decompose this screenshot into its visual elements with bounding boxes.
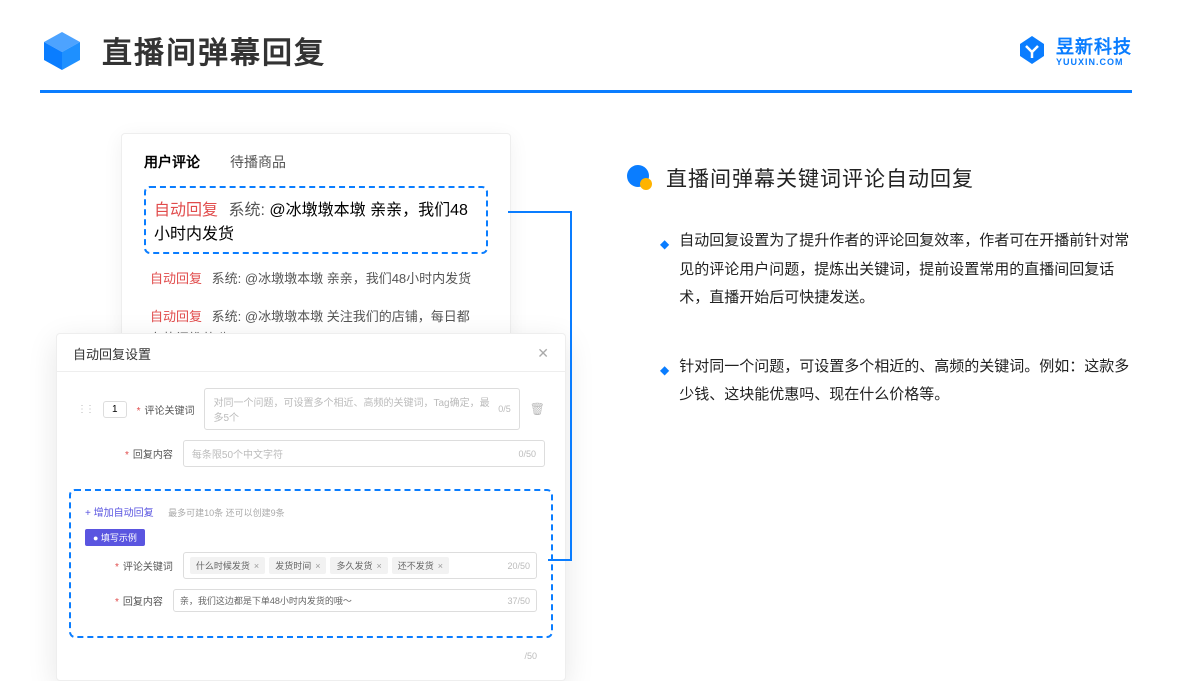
- tag-remove-icon[interactable]: ×: [438, 561, 443, 571]
- page-title: 直播间弹幕回复: [102, 28, 326, 72]
- brand: 昱新科技 YUUXIN.COM: [1016, 33, 1132, 67]
- content-label: *回复内容: [125, 446, 173, 461]
- settings-title: 自动回复设置: [73, 344, 151, 363]
- add-auto-reply-link[interactable]: + 增加自动回复: [85, 508, 154, 519]
- drag-handle-icon[interactable]: ⋮⋮: [77, 404, 93, 415]
- keyword-tag[interactable]: 多久发货×: [330, 557, 387, 574]
- bullet-item: ◆ 自动回复设置为了提升作者的评论回复效率，作者可在开播前针对常见的评论用户问题…: [660, 227, 1132, 313]
- example-keyword-input[interactable]: 什么时候发货×发货时间×多久发货×还不发货× 20/50: [183, 552, 537, 579]
- delete-icon[interactable]: 🗑: [530, 402, 545, 416]
- highlighted-comment: 自动回复 系统: @冰墩墩本墩 亲亲，我们48小时内发货: [144, 186, 488, 254]
- brand-logo-icon: [1016, 34, 1048, 66]
- auto-reply-badge: 自动回复: [154, 202, 218, 219]
- keyword-tag[interactable]: 发货时间×: [269, 557, 326, 574]
- tab-products[interactable]: 待播商品: [230, 152, 286, 172]
- connector-line: [570, 211, 572, 561]
- tab-user-comments[interactable]: 用户评论: [144, 152, 200, 172]
- add-hint: 最多可建10条 还可以创建9条: [168, 508, 285, 518]
- connector-line: [508, 211, 572, 213]
- cube-icon: [40, 28, 84, 72]
- section-heading: 直播间弹幕关键词评论自动回复: [666, 163, 974, 193]
- bullet-orb-icon: [626, 164, 654, 192]
- footer-counter: /50: [524, 651, 537, 661]
- close-icon[interactable]: ✕: [537, 345, 549, 362]
- keyword-input[interactable]: 对同一个问题，可设置多个相近、高频的关键词，Tag确定，最多5个 0/5: [204, 388, 519, 430]
- keyword-tag[interactable]: 什么时候发货×: [190, 557, 265, 574]
- settings-card: 自动回复设置 ✕ ⋮⋮ 1 *评论关键词 对同一个问题，可设置多个相近、高频的关…: [56, 333, 566, 681]
- example-tag: ● 填写示例: [85, 529, 145, 546]
- connector-line: [548, 559, 572, 561]
- example-content-input[interactable]: 亲，我们这边都是下单48小时内发货的哦～ 37/50: [173, 589, 537, 612]
- row-index: 1: [103, 401, 127, 418]
- tag-remove-icon[interactable]: ×: [376, 561, 381, 571]
- example-keyword-label: *评论关键词: [115, 558, 173, 573]
- tabs: 用户评论 待播商品: [144, 152, 488, 172]
- diamond-icon: ◆: [660, 359, 669, 410]
- tag-remove-icon[interactable]: ×: [315, 561, 320, 571]
- brand-name: 昱新科技: [1056, 33, 1132, 59]
- example-content-label: *回复内容: [115, 593, 163, 608]
- keyword-tag[interactable]: 还不发货×: [392, 557, 449, 574]
- content-input[interactable]: 每条限50个中文字符 0/50: [183, 440, 545, 467]
- bullet-item: ◆ 针对同一个问题，可设置多个相近的、高频的关键词。例如：这款多少钱、这块能优惠…: [660, 353, 1132, 410]
- comment-row: 自动回复 系统: @冰墩墩本墩 亲亲，我们48小时内发货: [144, 260, 488, 298]
- brand-url: YUUXIN.COM: [1056, 57, 1132, 67]
- keyword-label: *评论关键词: [137, 402, 195, 417]
- example-section: + 增加自动回复 最多可建10条 还可以创建9条 ● 填写示例 *评论关键词 什…: [69, 489, 553, 638]
- system-prefix: 系统:: [228, 202, 264, 219]
- tag-remove-icon[interactable]: ×: [254, 561, 259, 571]
- diamond-icon: ◆: [660, 233, 669, 313]
